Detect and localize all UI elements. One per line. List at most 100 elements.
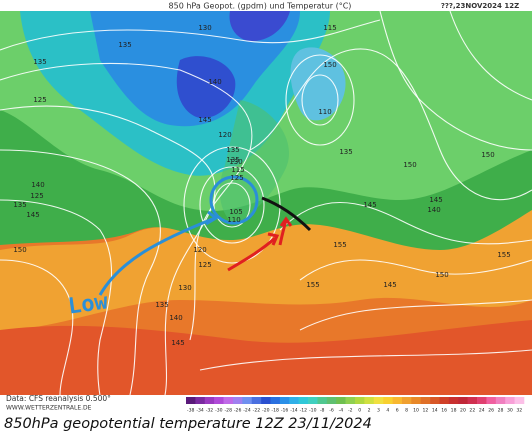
cold-pool-scandinavia [290,47,346,121]
low-annotation: Low [67,289,111,319]
colorbar-label: 26 [488,408,494,414]
colorbar-label: -4 [339,408,344,414]
colorbar-swatch [270,397,281,404]
colorbar-swatch [242,397,253,404]
run-time: ???,23NOV2024 12Z [441,2,519,10]
blue-arrow [98,216,216,296]
colorbar-swatch [401,397,412,404]
contours [0,10,532,396]
colorbar-label: 3 [377,408,380,414]
colorbar-label: -14 [290,408,298,414]
orange-band [0,200,532,330]
colorbar-label: -30 [215,408,223,414]
contour-label: 130 [178,284,191,292]
contour-label: 135 [155,301,168,309]
colorbar-swatch [279,397,290,404]
colorbar-label: -26 [234,408,242,414]
contour-label: 125 [230,174,243,182]
colorbar-label: -8 [320,408,325,414]
contour-label: 145 [198,116,211,124]
colorbar-label: 8 [405,408,408,414]
colorbar-label: -34 [196,408,204,414]
colorbar-label: 22 [469,408,475,414]
front [261,196,312,232]
cold-core [176,56,236,119]
colorbar-label: 32 [516,408,522,414]
contour-label: 155 [306,281,319,289]
contour-label: 130 [229,158,242,166]
contour-label: 150 [403,161,416,169]
contour-label: 135 [226,146,239,154]
contour-label: 135 [226,156,239,164]
colorbar-swatch [495,397,506,404]
colorbar-swatch [223,397,234,404]
contour-label: 115 [323,24,336,32]
low-circle [209,175,259,225]
red-arrow [227,236,277,272]
colorbar-label: -18 [271,408,279,414]
colorbar-label: -10 [309,408,317,414]
colorbar-swatch [336,397,346,404]
red-arrowhead [267,232,280,246]
colorbar-label: 24 [479,408,485,414]
colorbar-label: 2 [368,408,371,414]
contour-label: 145 [429,196,442,204]
contour-label: 145 [363,201,376,209]
colorbar-swatch [430,397,440,404]
contour-label: 145 [26,211,39,219]
contour-label: 120 [193,246,206,254]
colorbar-label: 28 [498,408,504,414]
colorbar-swatch [448,397,459,404]
colorbar-label: 16 [441,408,447,414]
colorbar-swatch [261,397,271,404]
contour-label: 140 [169,314,182,322]
website: WWW.WETTERZENTRALE.DE [6,405,92,412]
contour-label: 135 [33,58,46,66]
colorbar-label: -38 [187,408,195,414]
colorbar-label: -2 [348,408,353,414]
blue-arrowhead [205,210,219,226]
colorbar-swatch [505,397,515,404]
colorbar-label: -16 [281,408,289,414]
colorbar-swatch [373,397,384,404]
colorbar-swatch [317,397,328,404]
colorbar-label: 10 [413,408,419,414]
colorbar-swatch [355,397,365,404]
contour-label: 140 [427,206,440,214]
contour-label: 135 [13,201,26,209]
contour-label: 150 [13,246,26,254]
contour-label: 135 [118,41,131,49]
cold-core-north [229,11,290,41]
contour-label: 150 [435,271,448,279]
colorbar-swatch [195,397,206,404]
contour-label: 105 [229,208,242,216]
red-arrowhead-2 [279,216,293,227]
colorbar-label: -22 [253,408,261,414]
contour-label: 155 [333,241,346,249]
colorbar-swatch [232,397,243,404]
contour-label: 150 [323,61,336,69]
contour-label: 110 [318,108,331,116]
contour-label: 115 [231,166,244,174]
colorbar-label: -12 [300,408,308,414]
colorbar-swatch [251,397,262,404]
colorbar-label: -32 [206,408,214,414]
colorbar-swatch [204,397,215,404]
colorbar-label: 12 [422,408,428,414]
contour-label: 145 [171,339,184,347]
colorbar-swatch [186,397,196,404]
colorbar-swatch [392,397,403,404]
contour-labels: 1301351401251351451201151101251351351151… [13,24,510,347]
colorbar-swatch [326,397,337,404]
colorbar-swatch [308,397,318,404]
colorbar-label: -28 [224,408,232,414]
contour-label: 125 [198,261,211,269]
contour-label: 155 [497,251,510,259]
contour-label: 130 [198,24,211,32]
colorbar-swatch [298,397,309,404]
colorbar-swatch [214,397,224,404]
map-title: 850 hPa Geopot. (gpdm) und Temperatur (°… [169,2,352,11]
colorbar-label: 0 [358,408,361,414]
